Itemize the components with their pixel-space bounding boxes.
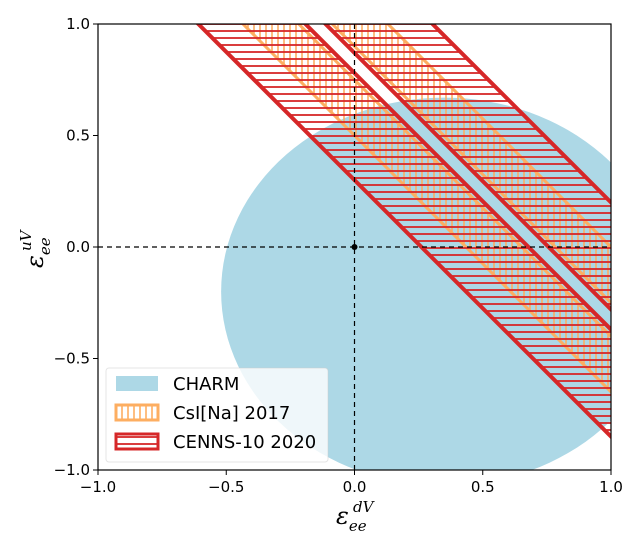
y-axis-symbol: ε <box>21 255 49 268</box>
reference-layer <box>98 24 611 470</box>
svg-text:εee: εee <box>336 502 367 535</box>
y-tick-label: 1.0 <box>66 15 90 33</box>
x-tick-label: −1.0 <box>80 478 116 496</box>
y-tick-label: −1.0 <box>54 461 90 479</box>
legend-label-cenns: CENNS-10 2020 <box>173 432 316 453</box>
legend-label-charm: CHARM <box>173 374 239 395</box>
cenns-10-2020-band-2 <box>322 24 611 313</box>
legend-swatch-csi <box>114 403 160 422</box>
standard-model-point <box>351 244 358 250</box>
x-axis-label: εee dV <box>336 498 376 535</box>
y-axis-subscript: ee <box>36 237 54 255</box>
x-tick-label: 0.5 <box>471 478 495 496</box>
y-axis-label: εee uV <box>17 228 54 268</box>
y-tick-label: 0.0 <box>66 238 90 256</box>
legend: CHARM CsI[Na] 2017 CENNS-10 2020 <box>105 367 329 463</box>
x-axis-subscript: ee <box>349 517 367 535</box>
y-tick-label: 0.5 <box>66 127 90 145</box>
y-axis-superscript: uV <box>17 228 35 251</box>
legend-swatch-cenns <box>114 432 160 451</box>
x-tick-label: −0.5 <box>208 478 244 496</box>
legend-swatch-charm <box>116 376 158 391</box>
x-axis-symbol: ε <box>336 502 349 530</box>
x-tick-label: 1.0 <box>599 478 623 496</box>
cenns-10-2020-band-1 <box>195 24 611 440</box>
y-tick-label: −0.5 <box>54 350 90 368</box>
x-axis-superscript: dV <box>353 498 376 516</box>
legend-label-csi: CsI[Na] 2017 <box>173 403 290 424</box>
x-tick-label: 0.0 <box>343 478 367 496</box>
axis-ticks: −1.0 −0.5 0.0 0.5 1.0 −1.0 −0.5 0.0 0.5 1.0 <box>54 15 623 496</box>
legend-frame <box>105 367 329 463</box>
svg-text:εee: εee <box>21 237 54 268</box>
